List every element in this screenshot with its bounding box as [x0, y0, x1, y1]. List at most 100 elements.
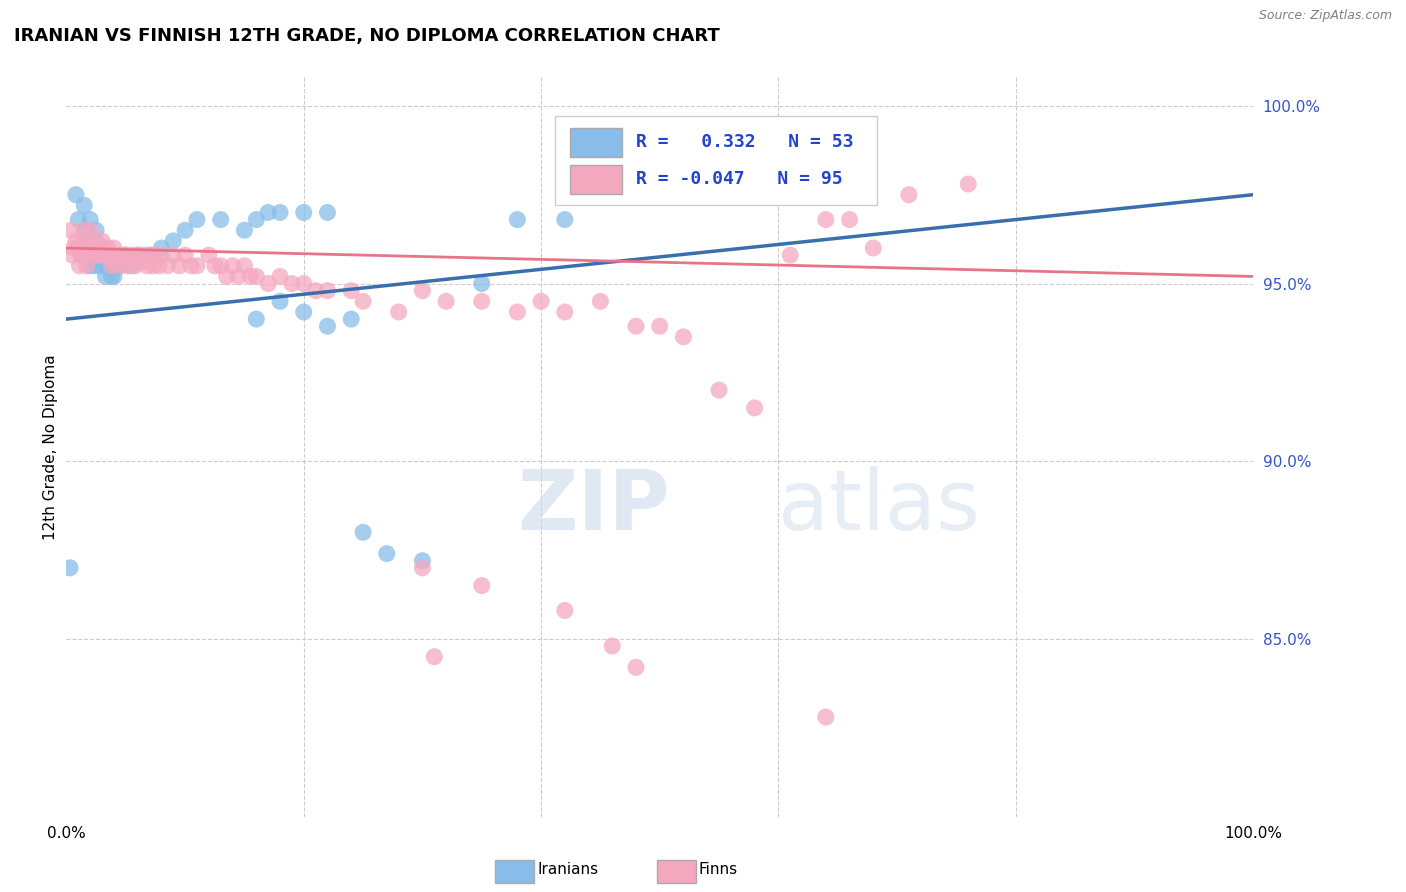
Point	[93, 241, 115, 255]
Point	[80, 234, 103, 248]
Point	[411, 561, 433, 575]
Point	[957, 177, 980, 191]
Point	[554, 212, 576, 227]
Point	[156, 259, 179, 273]
Point	[69, 248, 91, 262]
Point	[103, 269, 125, 284]
Point	[423, 649, 446, 664]
Point	[167, 259, 190, 273]
Point	[112, 248, 135, 262]
Point	[65, 187, 87, 202]
Point	[107, 255, 129, 269]
Point	[67, 212, 90, 227]
Point	[245, 212, 267, 227]
Point	[600, 639, 623, 653]
Point	[75, 248, 97, 262]
Point	[83, 259, 105, 273]
Point	[121, 259, 143, 273]
Point	[132, 248, 155, 262]
Point	[138, 248, 160, 262]
Point	[897, 187, 920, 202]
Point	[59, 561, 82, 575]
Point	[89, 248, 111, 262]
Point	[316, 319, 339, 334]
Point	[245, 312, 267, 326]
Point	[269, 269, 291, 284]
Point	[80, 248, 103, 262]
Point	[186, 259, 208, 273]
Point	[62, 241, 84, 255]
Point	[221, 259, 243, 273]
Point	[228, 269, 250, 284]
Point	[506, 305, 529, 319]
Point	[94, 248, 117, 262]
Point	[103, 255, 125, 269]
Point	[136, 259, 159, 273]
Point	[162, 234, 184, 248]
Point	[292, 205, 315, 219]
Point	[82, 241, 104, 255]
Point	[70, 248, 93, 262]
Text: atlas: atlas	[779, 466, 980, 547]
FancyBboxPatch shape	[555, 116, 877, 205]
Point	[76, 241, 98, 255]
Point	[180, 259, 202, 273]
Point	[84, 241, 107, 255]
Point	[60, 248, 83, 262]
Point	[76, 241, 98, 255]
Point	[75, 223, 97, 237]
Point	[148, 259, 170, 273]
Point	[142, 259, 165, 273]
Point	[624, 319, 647, 334]
Point	[145, 248, 167, 262]
Point	[114, 248, 136, 262]
Point	[65, 234, 87, 248]
Point	[862, 241, 884, 255]
Point	[121, 248, 143, 262]
Point	[554, 603, 576, 617]
Point	[73, 223, 96, 237]
Point	[316, 205, 339, 219]
Point	[375, 547, 398, 561]
Point	[554, 305, 576, 319]
Point	[471, 277, 494, 291]
Point	[84, 248, 107, 262]
Point	[174, 223, 197, 237]
Point	[352, 525, 374, 540]
Point	[245, 269, 267, 284]
Point	[86, 248, 108, 262]
Point	[114, 248, 136, 262]
Point	[257, 205, 280, 219]
Point	[506, 212, 529, 227]
Point	[98, 248, 121, 262]
Point	[269, 205, 291, 219]
Point	[100, 269, 122, 284]
Point	[77, 259, 100, 273]
Point	[411, 284, 433, 298]
Point	[233, 223, 256, 237]
Point	[91, 248, 114, 262]
Point	[124, 259, 146, 273]
Text: Finns: Finns	[699, 863, 738, 877]
Point	[105, 248, 128, 262]
Point	[292, 277, 315, 291]
Point	[779, 248, 801, 262]
Point	[292, 305, 315, 319]
Point	[100, 259, 122, 273]
Point	[281, 277, 304, 291]
Point	[838, 212, 860, 227]
Point	[76, 259, 98, 273]
Point	[76, 234, 98, 248]
Point	[269, 294, 291, 309]
FancyBboxPatch shape	[569, 165, 621, 194]
Point	[82, 248, 104, 262]
Point	[110, 259, 132, 273]
Point	[340, 284, 363, 298]
Point	[352, 294, 374, 309]
Point	[471, 579, 494, 593]
Point	[97, 259, 120, 273]
Point	[91, 248, 114, 262]
Point	[84, 223, 107, 237]
Point	[89, 241, 111, 255]
Point	[67, 241, 90, 255]
